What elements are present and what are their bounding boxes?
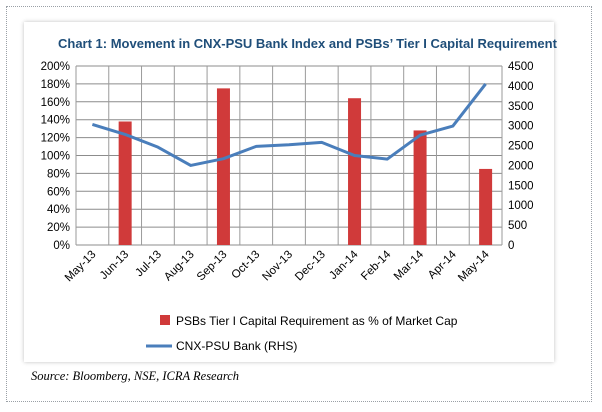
bar	[413, 130, 427, 245]
y-left-tick-label: 40%	[47, 204, 70, 216]
x-tick-label: Jan-14	[327, 248, 361, 282]
bar	[118, 121, 132, 245]
y-left-tick-label: 0%	[53, 240, 70, 252]
x-tick-label: Aug-13	[162, 249, 197, 284]
x-tick-label: Dec-13	[293, 249, 328, 284]
y-left-tick-label: 60%	[47, 186, 70, 198]
line-series	[91, 82, 487, 167]
bar	[479, 168, 493, 245]
y-right-tick-label: 4000	[508, 81, 534, 93]
y-right-tick-label: 1500	[508, 180, 534, 192]
y-right-tick-label: 1000	[508, 200, 534, 212]
chart-container	[24, 22, 554, 362]
x-tick-label: May-14	[456, 248, 492, 284]
y-left-tick-label: 200%	[41, 61, 70, 73]
gridlines	[75, 65, 503, 246]
bar	[216, 88, 230, 245]
y-left-tick-label: 120%	[41, 133, 70, 145]
legend-label-line: CNX-PSU Bank (RHS)	[176, 339, 297, 353]
y-right-tick-label: 0	[508, 240, 514, 252]
y-right-tick-label: 3000	[508, 121, 534, 133]
x-tick-label: Apr-14	[426, 248, 459, 281]
legend-swatch-bar	[160, 315, 170, 325]
line-path	[91, 82, 487, 167]
x-tick-label: Sep-13	[195, 249, 230, 284]
y-right-tick-label: 500	[508, 220, 527, 232]
y-right-tick-label: 2000	[508, 160, 534, 172]
x-tick-label: Feb-14	[359, 248, 394, 283]
bars	[118, 88, 493, 245]
y-right-tick-label: 2500	[508, 141, 534, 153]
figure-frame	[6, 6, 592, 402]
x-tick-label: Jun-13	[98, 249, 131, 282]
left-axis-ticks: 0% 20% 40% 60% 80% 100% 120% 140% 160% 180% 200%	[41, 61, 70, 252]
x-tick-label: Mar-14	[392, 248, 427, 283]
bar	[348, 98, 362, 245]
y-left-tick-label: 80%	[47, 168, 70, 180]
x-tick-label: Jul-13	[133, 249, 164, 280]
source-note: Source: Bloomberg, NSE, ICRA Research	[31, 369, 240, 383]
y-left-tick-label: 100%	[41, 151, 70, 163]
legend: PSBs Tier I Capital Requirement as % of …	[146, 314, 458, 353]
y-left-tick-label: 140%	[41, 115, 70, 127]
y-right-tick-label: 4500	[508, 61, 534, 73]
y-left-tick-label: 20%	[47, 222, 70, 234]
y-left-tick-label: 160%	[41, 97, 70, 109]
chart-title: Chart 1: Movement in CNX-PSU Bank Index …	[58, 36, 558, 51]
y-left-tick-label: 180%	[41, 79, 70, 91]
right-axis-ticks: 0 500 1000 1500 2000 2500 3000 3500 4000 4500	[508, 61, 534, 252]
x-tick-label: May-13	[63, 249, 99, 285]
legend-label-bar: PSBs Tier I Capital Requirement as % of …	[176, 314, 458, 328]
x-tick-label: Nov-13	[260, 249, 295, 284]
x-tick-label: Oct-13	[229, 249, 262, 282]
y-right-tick-label: 3500	[508, 101, 534, 113]
